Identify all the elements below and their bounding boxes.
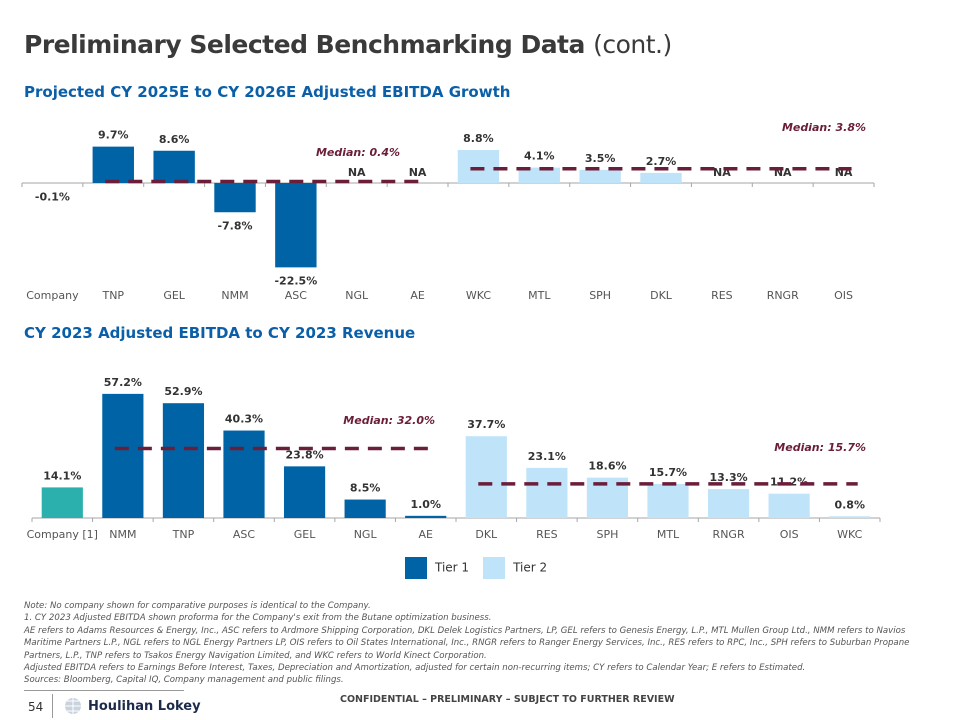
footer-separator: [52, 694, 53, 718]
data-label: 13.3%: [709, 471, 747, 484]
footnotes: Note: No company shown for comparative p…: [24, 600, 944, 687]
bar-res: [526, 467, 568, 518]
ebitda-growth-chart: Company -0.1% TNP 9.7% GEL 8.6% NMM -7.8% ASC -22…: [21, 121, 875, 302]
bar-wkc: [829, 516, 871, 518]
category-label: WKC: [837, 528, 862, 541]
bar-asc: [275, 183, 317, 268]
bar-asc: [223, 430, 265, 518]
category-label: DKL: [650, 289, 673, 302]
bar-gel: [283, 466, 326, 518]
category-label: Company: [26, 289, 79, 302]
ebitda-margin-chart: Company [1] 14.1% NMM 57.2% TNP 52.9% ASC 40.3%…: [27, 376, 881, 541]
note: AE refers to Adams Resources & Energy, I…: [24, 625, 910, 661]
median-label: Median: 32.0%: [343, 414, 435, 427]
tier-1-swatch: [405, 557, 427, 579]
chart-2-title: CY 2023 Adjusted EBITDA to CY 2023 Reven…: [24, 324, 416, 342]
bar-dkl: [640, 172, 682, 183]
category-label: TNP: [101, 289, 124, 302]
category-label: RES: [711, 289, 733, 302]
category-label: RES: [536, 528, 558, 541]
category-label: GEL: [294, 528, 316, 541]
category-label: SPH: [589, 289, 611, 302]
data-label: 57.2%: [104, 376, 142, 389]
category-label: ASC: [285, 289, 308, 302]
bar-mtl: [518, 167, 560, 183]
category-label: RNGR: [713, 528, 745, 541]
category-label: ASC: [233, 528, 256, 541]
category-label: GEL: [163, 289, 185, 302]
category-label: NMM: [109, 528, 136, 541]
page-title: Preliminary Selected Benchmarking Data (…: [24, 30, 672, 59]
footer-divider: [24, 690, 184, 691]
category-label: NMM: [221, 289, 248, 302]
category-label: OIS: [780, 528, 799, 541]
note: 1. CY 2023 Adjusted EBITDA shown proform…: [24, 613, 492, 624]
category-label: MTL: [657, 528, 680, 541]
data-label: 8.5%: [350, 482, 381, 495]
bar-wkc: [457, 150, 500, 183]
category-label: SPH: [596, 528, 618, 541]
houlihan-lokey-logo: Houlihan Lokey: [64, 697, 201, 715]
globe-icon: [65, 698, 81, 714]
legend-tier-1: Tier 1: [405, 557, 469, 579]
bar-ae: [405, 515, 447, 518]
data-label: 2.7%: [646, 155, 677, 168]
data-label: -22.5%: [274, 274, 317, 287]
legend: Tier 1 Tier 2: [405, 557, 547, 579]
data-label: 0.8%: [834, 498, 865, 511]
data-label: 52.9%: [164, 385, 202, 398]
category-label: OIS: [834, 289, 853, 302]
confidential-notice: CONFIDENTIAL – PRELIMINARY – SUBJECT TO …: [340, 694, 675, 705]
data-label: NA: [348, 166, 366, 179]
category-label: RNGR: [767, 289, 799, 302]
bar-sph: [579, 169, 621, 183]
data-label: -0.1%: [35, 190, 70, 203]
data-label: 23.1%: [528, 450, 566, 463]
page-number: 54: [28, 700, 44, 714]
note: Sources: Bloomberg, Capital IQ, Company …: [24, 675, 344, 686]
bar-nmm: [102, 393, 144, 518]
bar-gel: [153, 150, 195, 183]
category-label: AE: [418, 528, 433, 541]
legend-tier-2: Tier 2: [483, 557, 547, 579]
category-label: WKC: [466, 289, 491, 302]
data-label: 8.6%: [159, 133, 190, 146]
data-label: 18.6%: [588, 460, 626, 473]
bar-ois: [768, 493, 810, 518]
bar-tnp: [162, 403, 205, 518]
data-label: NA: [409, 166, 427, 179]
data-label: 9.7%: [98, 129, 129, 142]
data-label: 37.7%: [467, 418, 505, 431]
data-label: 40.3%: [225, 413, 263, 426]
bar-dkl: [465, 436, 507, 518]
data-label: 3.5%: [585, 152, 616, 165]
data-label: 1.0%: [410, 498, 441, 511]
category-label: TNP: [172, 528, 195, 541]
median-label: Median: 0.4%: [316, 146, 400, 159]
bar-tnp: [92, 146, 134, 183]
bar-rngr: [707, 489, 750, 518]
category-label: AE: [410, 289, 425, 302]
note: Note: No company shown for comparative p…: [24, 601, 371, 611]
tier-2-swatch: [483, 557, 506, 579]
median-label: Median: 15.7%: [774, 441, 866, 454]
chart-1-title: Projected CY 2025E to CY 2026E Adjusted …: [24, 83, 511, 101]
data-label: 4.1%: [524, 150, 555, 163]
bar-mtl: [647, 483, 689, 518]
data-label: -7.8%: [217, 219, 252, 232]
data-label: 15.7%: [649, 466, 687, 479]
data-label: 23.8%: [285, 448, 323, 461]
bar-ngl: [344, 499, 386, 518]
category-label: DKL: [475, 528, 498, 541]
category-label: NGL: [354, 528, 378, 541]
median-label: Median: 3.8%: [782, 121, 866, 134]
category-label: NGL: [345, 289, 369, 302]
data-label: 8.8%: [463, 132, 494, 145]
data-label: 14.1%: [43, 469, 81, 482]
bar-company-1-: [41, 487, 83, 518]
category-label: Company [1]: [27, 528, 98, 541]
category-label: MTL: [528, 289, 551, 302]
note: Adjusted EBITDA refers to Earnings Befor…: [24, 663, 806, 674]
bar-nmm: [214, 183, 256, 213]
